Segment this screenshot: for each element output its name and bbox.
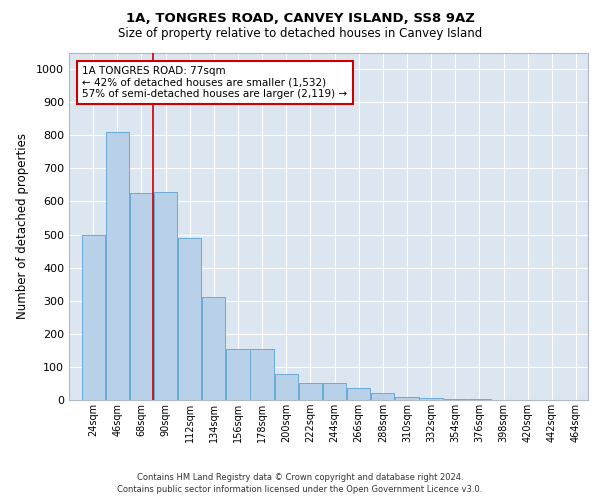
Text: Contains HM Land Registry data © Crown copyright and database right 2024.: Contains HM Land Registry data © Crown c… (137, 472, 463, 482)
Bar (371, 394, 394, 400)
Text: 1A TONGRES ROAD: 77sqm
← 42% of detached houses are smaller (1,532)
57% of semi-: 1A TONGRES ROAD: 77sqm ← 42% of detached… (82, 66, 347, 99)
Bar (250, 348, 274, 400)
Bar (130, 193, 153, 400)
Bar (323, 384, 346, 400)
Bar (154, 192, 177, 400)
Bar (299, 384, 322, 400)
Bar (178, 238, 202, 400)
Bar (106, 132, 129, 400)
Text: 1A, TONGRES ROAD, CANVEY ISLAND, SS8 9AZ: 1A, TONGRES ROAD, CANVEY ISLAND, SS8 9AZ (125, 12, 475, 26)
Y-axis label: Number of detached properties: Number of detached properties (16, 133, 29, 320)
Bar (275, 374, 298, 400)
Bar (395, 396, 419, 400)
Bar (82, 234, 105, 400)
Text: Size of property relative to detached houses in Canvey Island: Size of property relative to detached ho… (118, 28, 482, 40)
Text: Contains public sector information licensed under the Open Government Licence v3: Contains public sector information licen… (118, 485, 482, 494)
Bar (347, 388, 370, 400)
Bar (443, 399, 467, 400)
Bar (202, 298, 226, 400)
Bar (419, 398, 443, 400)
Bar (226, 348, 250, 400)
